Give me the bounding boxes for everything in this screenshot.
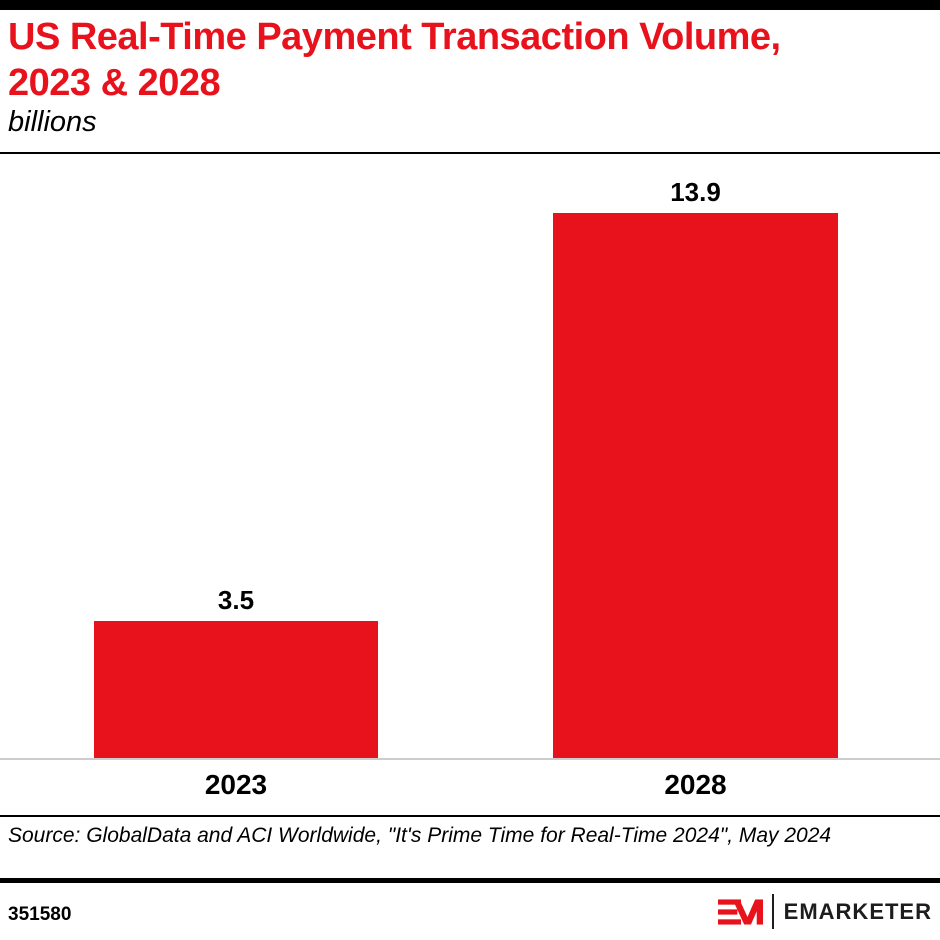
brand-logo: EMARKETER (717, 894, 932, 929)
chart-title-line1: US Real-Time Payment Transaction Volume, (8, 16, 781, 58)
x-axis-label-2028: 2028 (664, 769, 727, 800)
bar-value-label: 13.9 (670, 177, 721, 207)
source-note: Source: GlobalData and ACI Worldwide, "I… (8, 824, 832, 847)
top-black-bar (0, 0, 940, 10)
logo-divider (771, 894, 774, 929)
chart-title-line2: 2023 & 2028 (8, 62, 221, 104)
bar-2028 (553, 213, 838, 758)
chart-id: 351580 (8, 904, 72, 925)
chart-units-subtitle: billions (8, 106, 97, 138)
brand-wordmark: EMARKETER (783, 898, 932, 924)
header-divider (0, 152, 940, 154)
footer-divider (0, 878, 940, 883)
bar-2023 (94, 621, 378, 758)
chart-title: US Real-Time Payment Transaction Volume,… (8, 14, 918, 106)
em-logo-icon (717, 898, 763, 925)
source-divider (0, 815, 940, 817)
x-axis-label-2023: 2023 (204, 769, 268, 800)
bar-value-label: 3.5 (217, 585, 255, 615)
x-axis-line (0, 758, 940, 760)
